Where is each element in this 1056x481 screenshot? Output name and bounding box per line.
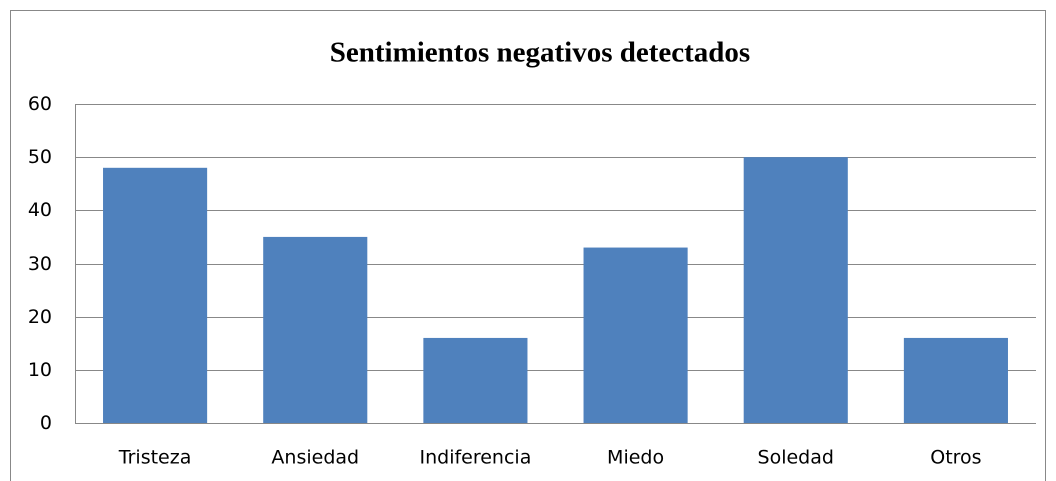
- x-tick-label: Ansiedad: [271, 447, 359, 469]
- x-tick-label: Otros: [930, 447, 981, 469]
- chart-frame: [10, 10, 1046, 481]
- y-tick-label: 0: [40, 412, 52, 434]
- bar: [423, 337, 528, 423]
- y-tick-label: 20: [28, 306, 52, 328]
- x-tick-label: Miedo: [607, 447, 664, 469]
- x-tick-label: Indiferencia: [419, 447, 531, 469]
- bar: [743, 157, 848, 423]
- bar: [583, 247, 688, 423]
- y-tick-label: 30: [28, 253, 52, 275]
- y-tick-label: 40: [28, 199, 52, 221]
- x-tick-label: Tristeza: [118, 447, 192, 469]
- bar: [263, 236, 368, 423]
- bar: [903, 337, 1008, 423]
- y-tick-label: 10: [28, 359, 52, 381]
- bar: [103, 167, 208, 423]
- y-tick-label: 60: [28, 93, 52, 115]
- chart-title: Sentimientos negativos detectados: [330, 37, 750, 69]
- y-tick-label: 50: [28, 146, 52, 168]
- x-tick-label: Soledad: [758, 447, 834, 469]
